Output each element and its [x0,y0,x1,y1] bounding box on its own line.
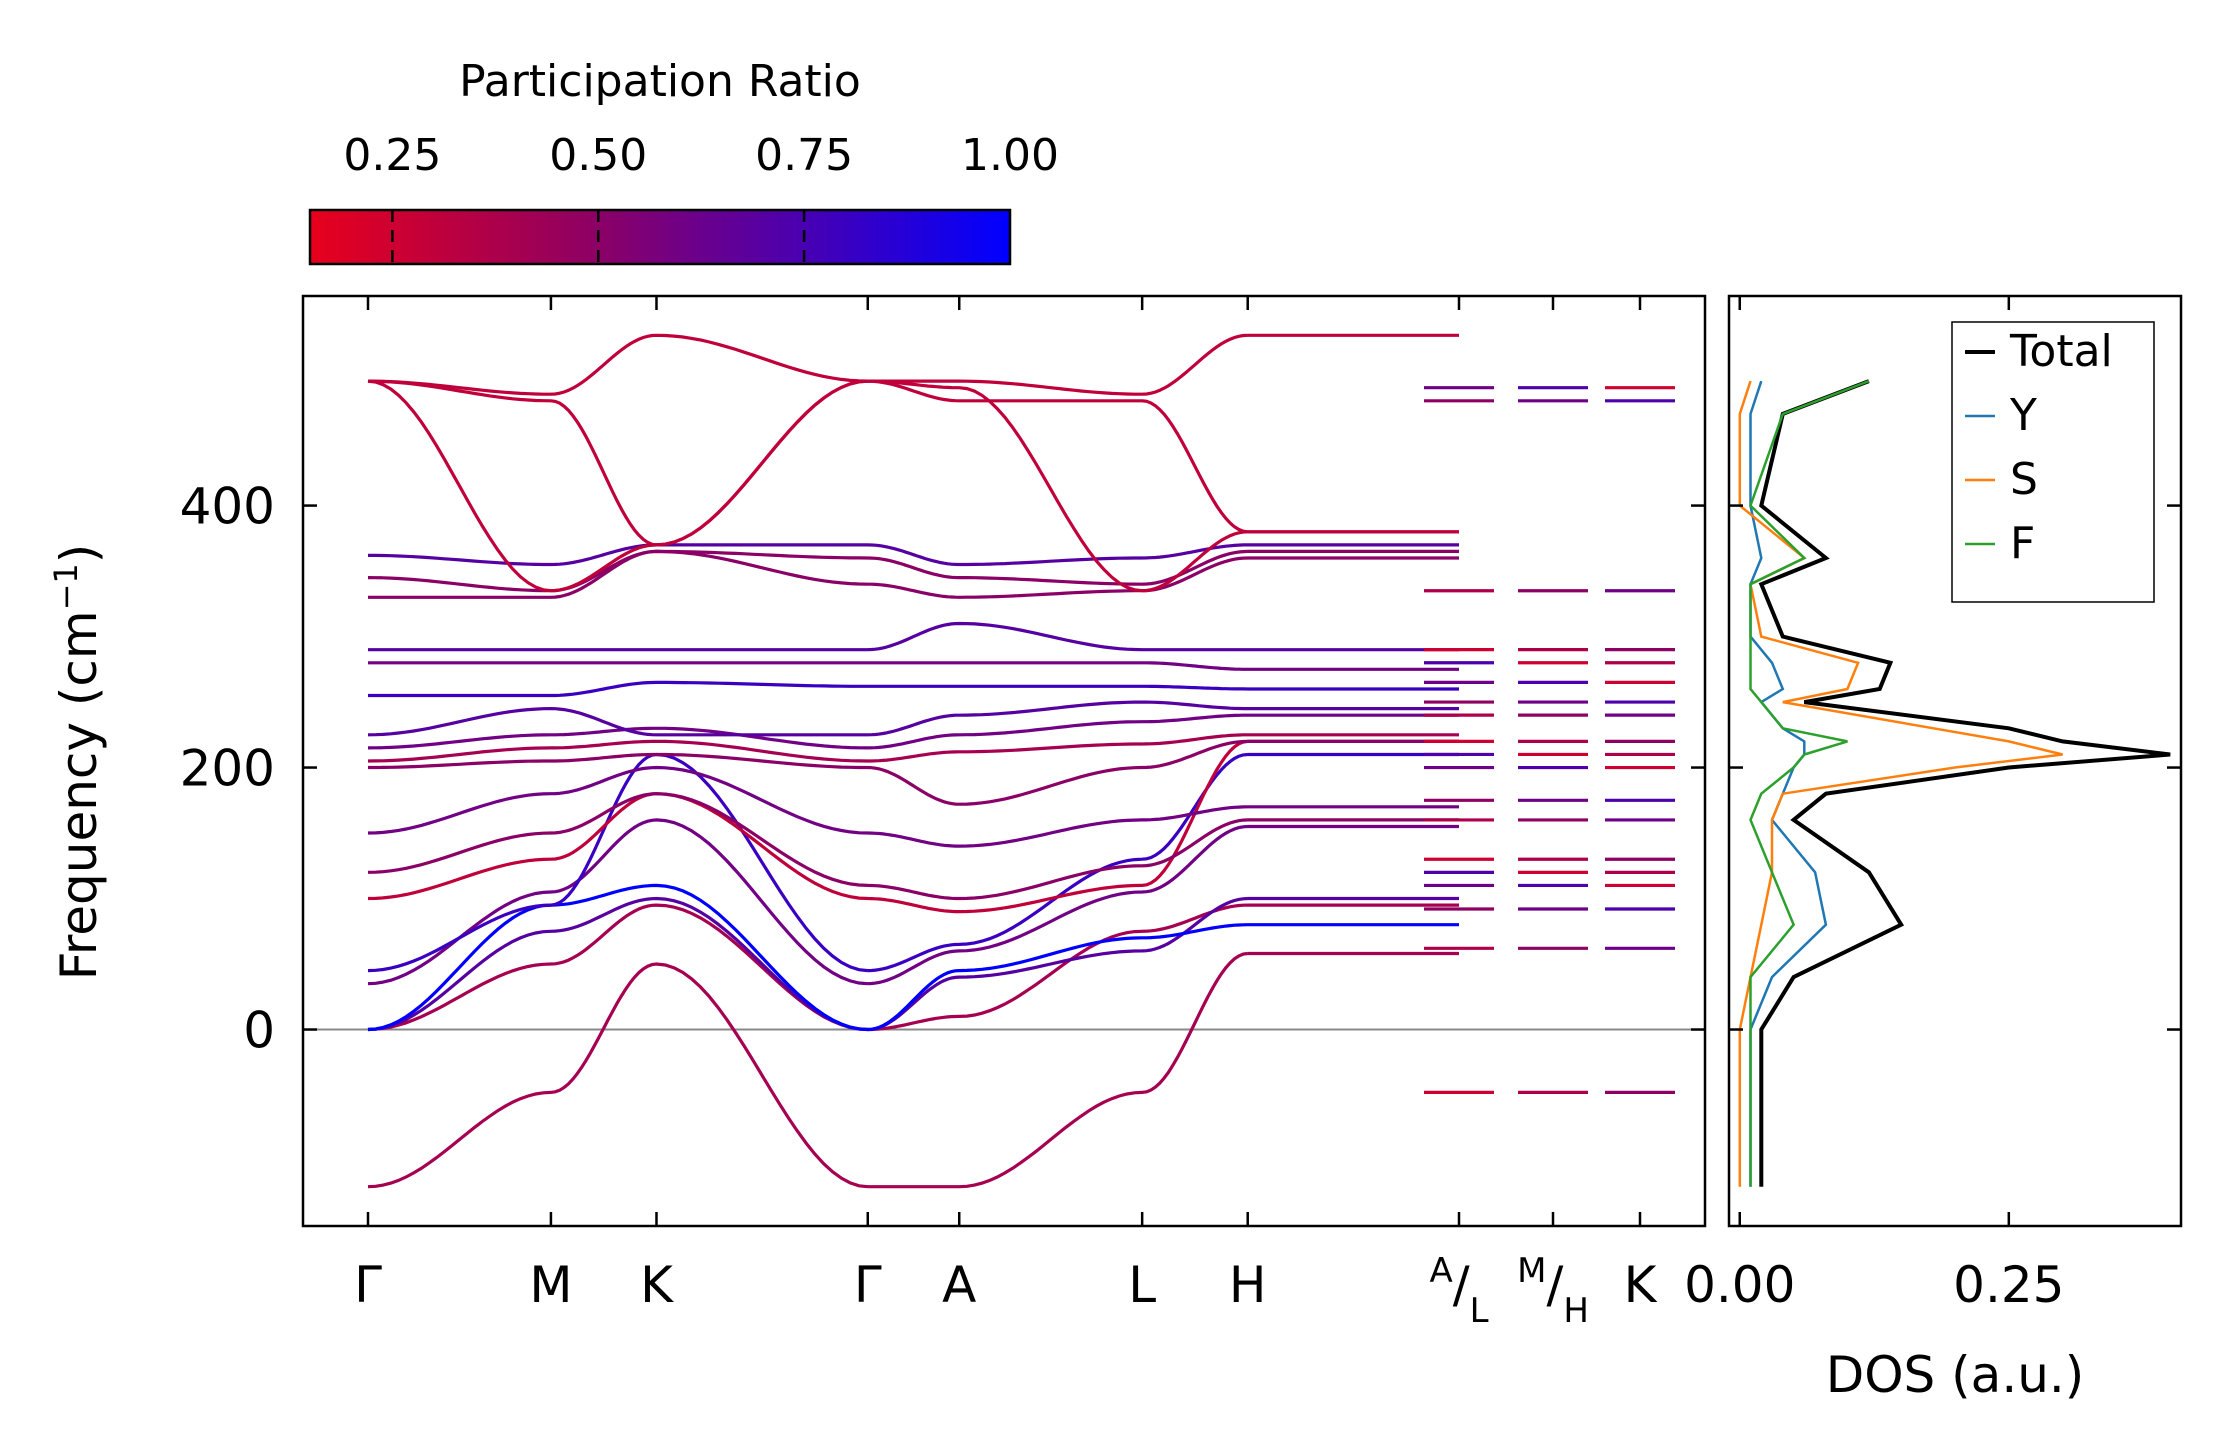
phonon-band-line [367,903,1459,1032]
dos-plot-frame [1727,294,2183,1228]
phonon-band-line [367,896,1459,1032]
phonon-band-line [367,752,1459,973]
high-symmetry-point-label: L [1128,1256,1156,1314]
phonon-band-line [368,739,1459,806]
phonon-band-line [367,379,1459,547]
colorbar-tick-label: 0.50 [549,130,647,181]
phonon-band-line [367,379,1459,593]
y-axis-label-main: Frequency (cm [50,610,108,980]
dos-series-total [1758,379,2171,1187]
label-separator: / [1453,1256,1470,1314]
y-axis-label-unit-exponent: −1 [47,563,85,610]
dos-series-f [1749,379,1870,1187]
dos-legend: Total YSF [1951,321,2155,603]
high-symmetry-point-label: Γ [854,1256,882,1314]
phonon-band-line [367,549,1459,593]
phonon-band-line [367,951,1459,1189]
colorbar-tick-label: 1.00 [961,130,1059,181]
legend-entry-s: S [2010,454,2038,505]
colorbar-tick-label: 0.25 [343,130,441,181]
colorbar: Participation Ratio 0.25 0.50 0.75 1.00 [308,56,1059,266]
frequency-tick-label: 400 [180,478,275,536]
band-plot-frame [301,294,1707,1228]
dos-panel: 0.00 0.25 DOS (a.u.) Total YSF [1684,294,2183,1404]
colorbar-gradient-bar [308,208,1012,266]
legend-entry-f: F [2010,518,2035,569]
high-symmetry-point-label: Γ [354,1256,382,1314]
high-symmetry-point-label: A/L [1429,1251,1488,1331]
dos-x-axis-label: DOS (a.u.) [1826,1346,2085,1404]
label-separator: / [1546,1256,1563,1314]
colorbar-title: Participation Ratio [459,56,861,107]
phonon-band-line [367,792,1459,901]
high-symmetry-point-label: H [1229,1256,1267,1314]
phonon-band-line [368,543,1459,567]
dos-series-y [1749,380,1828,1187]
label-lower-point: H [1563,1291,1589,1331]
phonon-band-line [367,883,1459,1032]
phonon-band-line [367,700,1459,737]
phonon-band-line [368,661,1459,671]
label-lower-point: L [1470,1291,1489,1331]
dos-tick-label: 0.25 [1953,1256,2064,1314]
phonon-band-line [368,621,1459,652]
high-symmetry-point-label: K [1624,1256,1658,1314]
phonon-band-line [367,333,1459,396]
high-symmetry-point-label: A [942,1256,976,1314]
legend-entry-total: Total [2009,326,2113,377]
phonon-band-line [367,765,1459,848]
y-axis-label: Frequency (cm−1) [47,544,108,981]
colorbar-tick-label: 0.75 [755,130,853,181]
legend-entry-y: Y [2009,390,2037,441]
high-symmetry-point-label: M [529,1256,572,1314]
high-symmetry-point-label: M/H [1517,1251,1589,1331]
phonon-band-line [367,733,1459,763]
dos-tick-label: 0.00 [1684,1256,1795,1314]
y-axis-label-close: ) [50,544,108,564]
high-symmetry-point-label: K [640,1256,674,1314]
phonon-band-line [368,549,1459,599]
phonon-band-line [368,680,1459,698]
label-upper-point: M [1517,1251,1546,1291]
frequency-tick-label: 200 [180,740,275,798]
legend-frame [1951,321,2155,603]
phonon-band-line [367,713,1459,750]
label-upper-point: A [1429,1251,1452,1291]
frequency-tick-label: 0 [243,1002,275,1060]
